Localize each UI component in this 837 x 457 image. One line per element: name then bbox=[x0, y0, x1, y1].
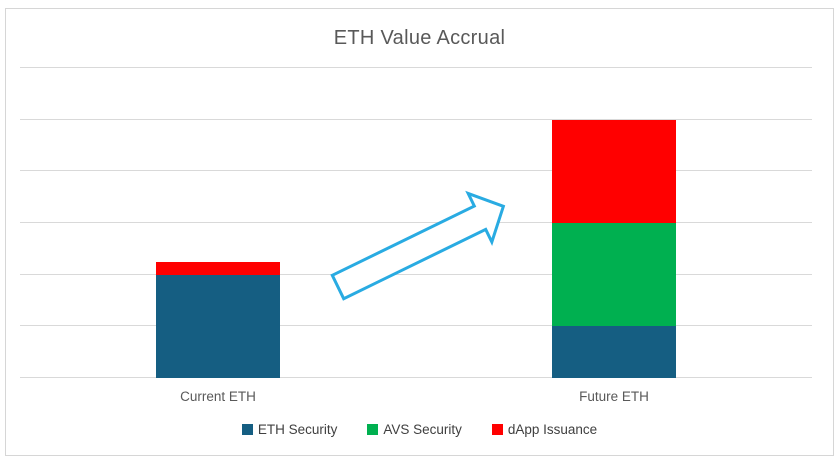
x-label-current-eth: Current ETH bbox=[180, 389, 256, 404]
gridline bbox=[20, 273, 812, 275]
legend-item-dapp-issuance: dApp Issuance bbox=[491, 422, 598, 437]
chart-frame: ETH Value Accrual Current ETH Future ETH… bbox=[5, 8, 834, 456]
x-axis-labels: Current ETH Future ETH bbox=[20, 389, 812, 407]
gridline bbox=[20, 67, 812, 68]
legend-swatch-eth-security bbox=[241, 424, 253, 435]
gridline bbox=[20, 222, 812, 223]
legend-item-eth-security: ETH Security bbox=[241, 422, 338, 437]
bar-segment-current-eth-eth-security bbox=[156, 274, 280, 378]
chart-title: ETH Value Accrual bbox=[333, 27, 506, 49]
bar-segment-future-eth-eth-security bbox=[552, 326, 676, 378]
legend-item-avs-security: AVS Security bbox=[367, 422, 462, 437]
legend-label-eth-security: ETH Security bbox=[257, 422, 338, 437]
x-axis-baseline bbox=[20, 377, 812, 378]
plot-area bbox=[20, 67, 812, 378]
bar-segment-future-eth-avs-security bbox=[552, 223, 676, 327]
bar-segment-current-eth-dapp-issuance bbox=[156, 261, 280, 275]
gridline bbox=[20, 118, 812, 120]
bar-segment-future-eth-dapp-issuance bbox=[552, 119, 676, 223]
gridline bbox=[20, 325, 812, 327]
legend-label-dapp-issuance: dApp Issuance bbox=[507, 422, 598, 437]
gridline bbox=[20, 170, 812, 172]
legend-swatch-dapp-issuance bbox=[491, 424, 503, 435]
legend: ETH Security AVS Security dApp Issuance bbox=[6, 422, 833, 437]
x-label-future-eth: Future ETH bbox=[579, 389, 649, 404]
legend-label-avs-security: AVS Security bbox=[383, 422, 462, 437]
legend-swatch-avs-security bbox=[367, 424, 379, 435]
